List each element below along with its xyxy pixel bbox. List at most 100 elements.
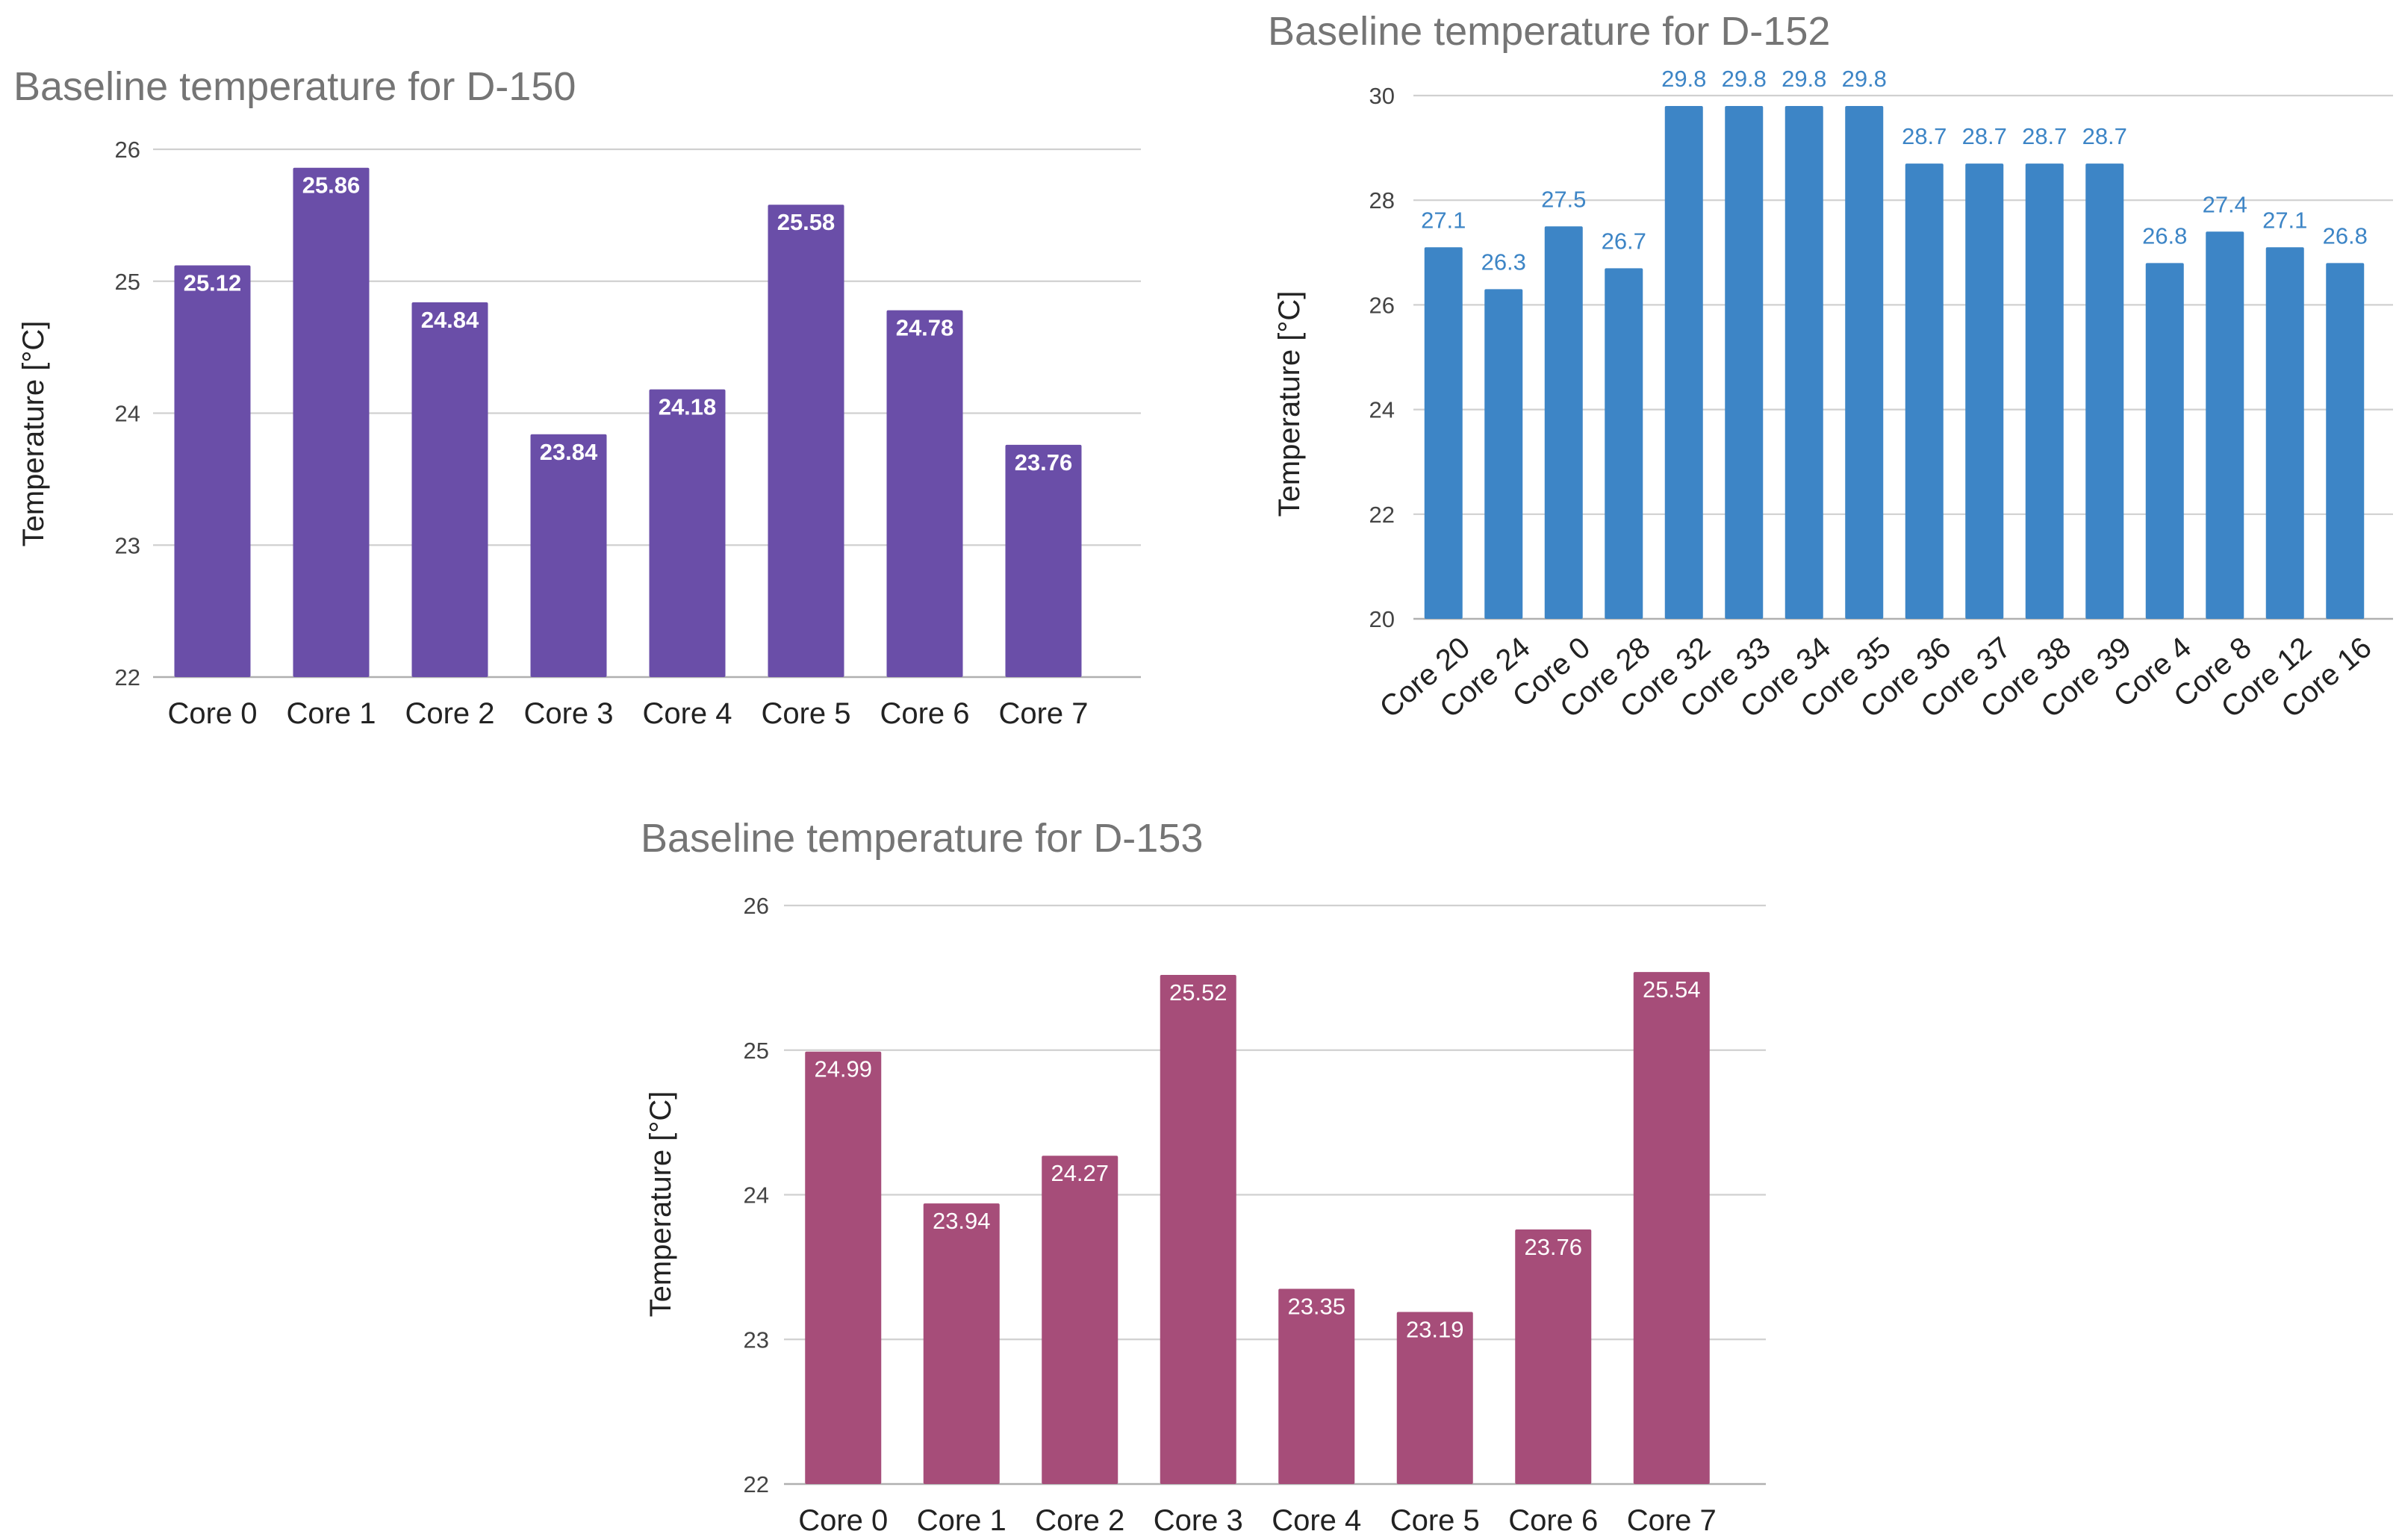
data-label: 24.78 xyxy=(896,315,954,341)
bar xyxy=(2206,231,2244,619)
data-label: 23.76 xyxy=(1015,449,1073,476)
data-labels: 27.1 26.3 27.5 26.7 29.8 29.8 29.8 29.8 28.7 28.7… xyxy=(1421,66,2368,275)
data-label: 29.8 xyxy=(1722,66,1767,92)
data-label: 25.12 xyxy=(184,270,242,296)
data-label: 25.52 xyxy=(1169,979,1227,1006)
bar xyxy=(1905,163,1944,619)
data-label: 24.18 xyxy=(659,394,717,420)
data-label: 25.58 xyxy=(777,209,836,235)
bar xyxy=(923,1203,1000,1484)
y-tick-label: 22 xyxy=(744,1471,769,1497)
data-label: 27.5 xyxy=(1541,186,1586,212)
y-tick-label: 24 xyxy=(744,1182,769,1209)
bar xyxy=(2265,247,2304,619)
bar xyxy=(1544,226,1583,619)
data-labels: 25.12 25.86 24.84 23.84 24.18 25.58 24.78 23.76 xyxy=(184,172,1073,476)
data-label: 25.54 xyxy=(1643,976,1701,1003)
bar xyxy=(1845,106,1884,619)
y-tick-label: 23 xyxy=(744,1327,769,1353)
y-tick-label: 28 xyxy=(1369,187,1395,213)
data-label: 24.99 xyxy=(814,1056,872,1082)
data-label: 29.8 xyxy=(1842,66,1887,92)
x-tick-label: Core 2 xyxy=(405,697,494,730)
bar xyxy=(2025,163,2064,619)
y-tick-label: 26 xyxy=(1369,292,1395,318)
x-tick-label: Core 4 xyxy=(1272,1504,1361,1537)
x-tick-label: Core 3 xyxy=(523,697,613,730)
bar xyxy=(1965,163,2004,619)
data-label: 27.1 xyxy=(2262,207,2307,233)
x-tick-label: Core 6 xyxy=(880,697,969,730)
y-tick-label: 26 xyxy=(115,137,140,163)
bar xyxy=(886,310,963,677)
bar xyxy=(1424,247,1463,619)
data-label: 28.7 xyxy=(1902,123,1947,149)
bar xyxy=(1664,106,1703,619)
bar xyxy=(1785,106,1823,619)
bar xyxy=(1605,268,1643,619)
bar xyxy=(293,167,370,677)
bar xyxy=(1633,972,1710,1484)
y-tick-label: 26 xyxy=(744,893,769,919)
bar xyxy=(805,1051,882,1484)
y-tick-label: 22 xyxy=(1369,502,1395,528)
x-tick-label: Core 5 xyxy=(1390,1504,1480,1537)
data-label: 29.8 xyxy=(1782,66,1826,92)
data-label: 23.94 xyxy=(933,1208,991,1234)
x-tick-labels: Core 0 Core 1 Core 2 Core 3 Core 4 Core 5 Core… xyxy=(798,1504,1717,1537)
x-tick-label: Core 6 xyxy=(1508,1504,1598,1537)
bar xyxy=(1484,289,1523,619)
data-label: 29.8 xyxy=(1661,66,1706,92)
chart-title: Baseline temperature for D-153 xyxy=(641,816,1203,861)
data-label: 28.7 xyxy=(2082,123,2127,149)
y-tick-labels: 20 22 24 26 28 30 xyxy=(1369,83,1395,632)
chart-d150: Baseline temperature for D-150 Temperatu… xyxy=(13,64,1141,730)
data-label: 28.7 xyxy=(2022,123,2067,149)
chart-title: Baseline temperature for D-150 xyxy=(13,64,576,109)
bar xyxy=(2326,263,2365,619)
y-axis-label: Temperature [°C] xyxy=(17,321,50,547)
data-label: 23.35 xyxy=(1287,1293,1345,1319)
x-tick-label: Core 7 xyxy=(1627,1504,1717,1537)
bar xyxy=(1160,975,1236,1484)
bar xyxy=(1005,444,1082,677)
data-label: 23.19 xyxy=(1406,1316,1464,1342)
x-tick-label: Core 4 xyxy=(642,697,732,730)
data-label: 27.1 xyxy=(1421,207,1466,233)
x-tick-labels: Core 0 Core 1 Core 2 Core 3 Core 4 Core 5 Core… xyxy=(167,697,1088,730)
chart-d152: Baseline temperature for D-152 Temperatu… xyxy=(1268,9,2393,724)
x-tick-label: Core 3 xyxy=(1154,1504,1243,1537)
x-tick-label: Core 1 xyxy=(917,1504,1006,1537)
bar xyxy=(411,302,488,677)
data-label: 24.27 xyxy=(1051,1160,1109,1186)
x-tick-label: Core 2 xyxy=(1035,1504,1124,1537)
bar xyxy=(1725,106,1764,619)
bars xyxy=(174,167,1082,677)
y-tick-label: 30 xyxy=(1369,83,1395,109)
bar xyxy=(2085,163,2124,619)
y-axis-label: Temperature [°C] xyxy=(1273,291,1306,517)
bars xyxy=(1424,106,2365,619)
y-tick-label: 23 xyxy=(115,532,140,558)
y-tick-label: 22 xyxy=(115,664,140,690)
data-label: 23.76 xyxy=(1524,1234,1582,1260)
bar xyxy=(768,205,844,677)
data-label: 24.84 xyxy=(421,307,479,333)
x-tick-label: Core 1 xyxy=(286,697,376,730)
bars xyxy=(805,972,1710,1484)
y-tick-label: 25 xyxy=(744,1038,769,1064)
x-tick-label: Core 7 xyxy=(998,697,1088,730)
bar xyxy=(1396,1312,1473,1484)
y-tick-label: 24 xyxy=(115,401,140,427)
y-tick-labels: 22 23 24 25 26 xyxy=(744,893,769,1497)
data-label: 26.8 xyxy=(2323,222,2368,249)
bar xyxy=(1278,1288,1355,1484)
y-tick-label: 24 xyxy=(1369,397,1395,423)
data-label: 23.84 xyxy=(540,439,598,465)
bar xyxy=(1042,1156,1118,1484)
bar xyxy=(174,265,251,677)
bar xyxy=(1515,1229,1592,1484)
data-label: 27.4 xyxy=(2203,191,2247,217)
data-label: 28.7 xyxy=(1962,123,2007,149)
